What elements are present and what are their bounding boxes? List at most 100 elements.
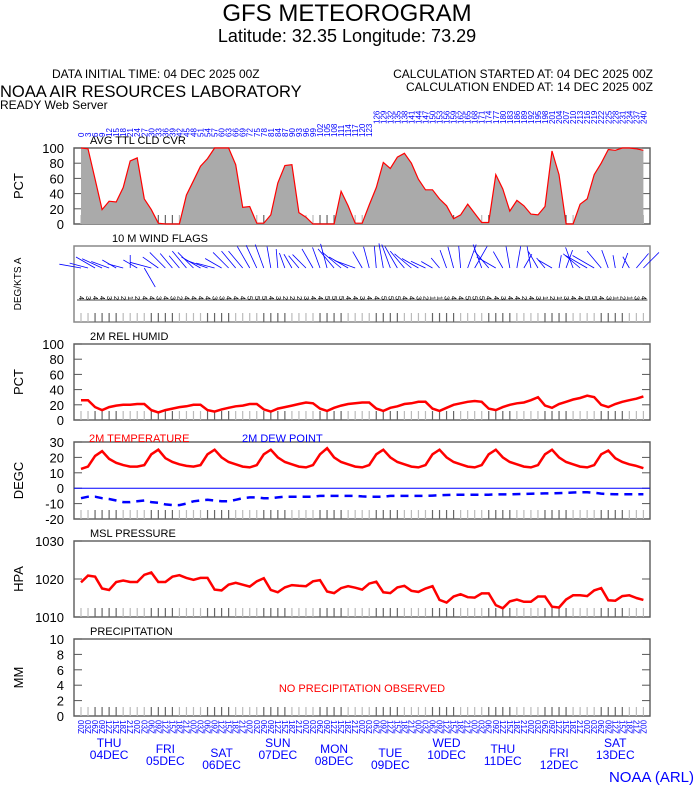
wind-speed-label: 4 (232, 296, 239, 300)
wind-barb (373, 246, 377, 269)
wind-speed-label: 4 (597, 296, 604, 300)
wind-barb (159, 253, 173, 269)
wind-speed-label: 3 (499, 296, 506, 300)
forecast-hour-label: 156 (443, 110, 452, 124)
wind-barb (389, 250, 405, 269)
calc-started: CALCULATION STARTED AT: 04 DEC 2025 00Z (393, 67, 653, 81)
forecast-hour-label: 3 (84, 132, 93, 137)
hour-label: 21Z (519, 720, 528, 734)
wind-speed-label: 4 (316, 296, 323, 300)
wind-barb (254, 244, 265, 269)
wind-speed-label: 4 (513, 296, 520, 300)
wind-barb (107, 263, 124, 269)
wind-speed-label: 3 (632, 296, 639, 300)
wind-barb (458, 246, 462, 269)
y-tick-label: 60 (50, 171, 64, 186)
wind-speed-label: 1 (555, 296, 562, 300)
hour-label: 18Z (399, 720, 408, 734)
wind-speed-label: 4 (147, 296, 154, 300)
hour-label: 03Z (308, 720, 317, 734)
wind-barb (410, 260, 426, 269)
wind-speed-label: 5 (337, 296, 344, 300)
forecast-hour-label: 174 (485, 110, 494, 124)
y-axis-label: DEGC (11, 462, 26, 500)
forecast-hour-label: 30 (147, 128, 156, 137)
wind-speed-label: 4 (639, 296, 646, 300)
forecast-hour-label: 45 (182, 128, 191, 137)
wind-speed-label: 3 (154, 296, 161, 300)
wind-speed-label: 4 (576, 296, 583, 300)
forecast-hour-label: 84 (274, 128, 283, 137)
forecast-hour-label: 42 (175, 128, 184, 137)
forecast-hour-label: 12 (105, 128, 114, 137)
forecast-hour-label: 114 (344, 124, 353, 137)
wind-barb (636, 253, 649, 269)
wind-barb (177, 252, 194, 269)
panel-frame (73, 245, 651, 323)
hour-label: 18Z (174, 720, 183, 734)
hour-label: 09Z (322, 720, 331, 734)
wind-speed-label: 3 (211, 296, 218, 300)
hour-label: 15Z (505, 720, 514, 734)
forecast-hour-label: 159 (450, 110, 459, 124)
dew-point-line (80, 490, 644, 507)
forecast-hour-label: 24 (133, 128, 142, 137)
y-tick-label: 40 (50, 383, 64, 398)
wind-speed-label: 2 (288, 296, 295, 300)
forecast-hour-label: 75 (253, 128, 262, 137)
hour-label: 06Z (484, 720, 493, 734)
wind-speed-label: 5 (253, 296, 260, 300)
wind-speed-label: 4 (225, 296, 232, 300)
wind-speed-label: 1 (436, 296, 443, 300)
y-tick-label: 1020 (35, 572, 64, 587)
wind-barb (476, 256, 496, 269)
forecast-hour-label: 54 (204, 128, 213, 137)
forecast-hour-label: 126 (372, 110, 381, 124)
legend-entry: 2M TEMPERATURE (89, 433, 189, 445)
forecast-hour-label: 102 (316, 123, 325, 137)
wind-barb (279, 252, 286, 269)
data-initial-time: DATA INITIAL TIME: 04 DEC 2025 00Z (52, 67, 260, 81)
wind-speed-label: 4 (204, 296, 211, 300)
hour-label: 12Z (104, 720, 113, 734)
hour-label: 00Z (638, 720, 647, 734)
y-tick-label: 10 (50, 466, 64, 481)
day-of-week-label: WED (433, 736, 461, 750)
hour-label: 06Z (428, 720, 437, 734)
hour-label: 21Z (238, 720, 247, 734)
y-tick-label: 100 (42, 141, 64, 156)
hour-label: 06Z (596, 720, 605, 734)
forecast-hour-label: 189 (520, 110, 529, 124)
wind-speed-label: 3 (443, 296, 450, 300)
wind-speed-label: 2 (281, 296, 288, 300)
wind-speed-label: 1 (429, 296, 436, 300)
wind-barb (394, 253, 412, 269)
forecast-hour-label: 207 (562, 110, 571, 124)
y-tick-label: 2 (57, 694, 64, 709)
wind-barb (447, 246, 454, 269)
forecast-hour-label: 105 (323, 123, 332, 137)
wind-barb (492, 251, 504, 269)
wind-speed-label: 5 (478, 296, 485, 300)
hour-label: 03Z (420, 720, 429, 734)
forecast-hour-label: 195 (534, 110, 543, 124)
wind-barb (59, 263, 82, 269)
wind-barb (129, 261, 152, 269)
wind-barb (301, 248, 314, 269)
wind-speed-label: 2 (548, 296, 555, 300)
forecast-hour-label: 240 (639, 110, 648, 124)
hour-label: 18Z (287, 720, 296, 734)
hour-label: 00Z (357, 720, 366, 734)
y-axis-label: PCT (11, 369, 26, 395)
day-date-label: 13DEC (596, 748, 635, 762)
y-tick-label: 8 (57, 647, 64, 662)
hour-label: 21Z (181, 720, 190, 734)
hour-label: 03Z (252, 720, 261, 734)
hour-label: 15Z (111, 720, 120, 734)
forecast-hour-label: 210 (569, 110, 578, 124)
forecast-hour-label: 21 (126, 128, 135, 137)
forecast-hour-label: 78 (260, 128, 269, 137)
wind-barb (572, 255, 595, 269)
wind-speed-label: 2 (133, 296, 140, 300)
hour-label: 18Z (456, 720, 465, 734)
